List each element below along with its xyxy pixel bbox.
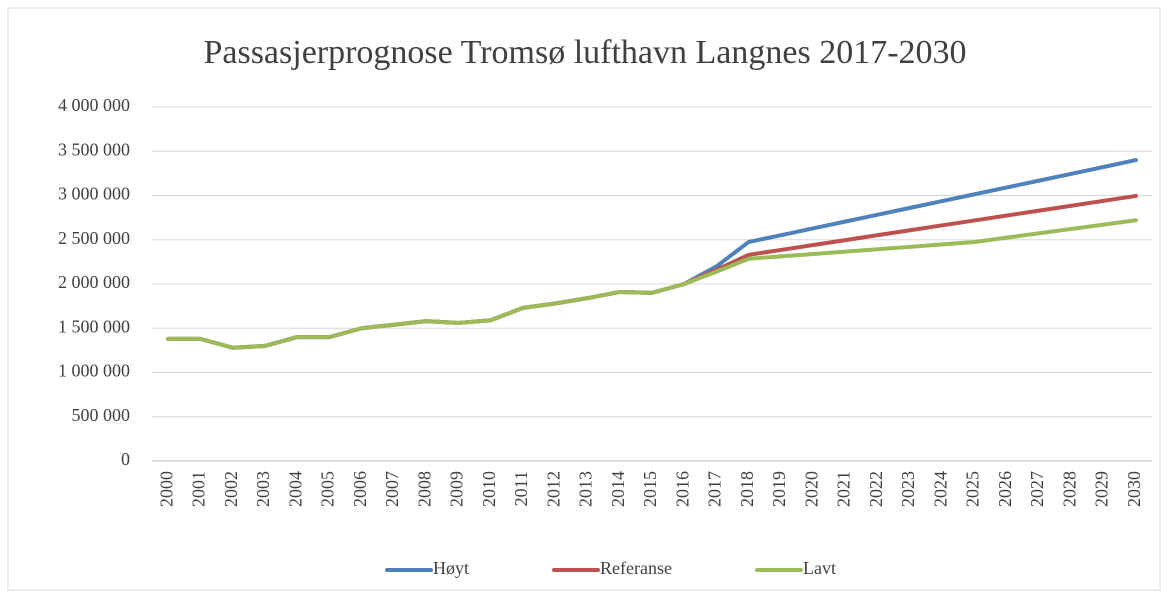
y-tick-label: 3 500 000 [58, 139, 130, 159]
y-tick-label: 4 000 000 [58, 95, 130, 115]
x-tick-label: 2022 [866, 471, 886, 507]
y-tick-label: 3 000 000 [58, 184, 130, 204]
y-tick-label: 500 000 [72, 405, 131, 425]
x-tick-label: 2020 [801, 471, 821, 507]
x-tick-label: 2029 [1092, 471, 1112, 507]
x-tick-label: 2015 [640, 471, 660, 507]
y-tick-label: 2 000 000 [58, 272, 130, 292]
x-tick-label: 2010 [479, 471, 499, 507]
x-tick-label: 2017 [705, 471, 725, 507]
y-tick-label: 1 000 000 [58, 361, 130, 381]
x-tick-label: 2027 [1027, 471, 1047, 507]
x-tick-label: 2002 [221, 471, 241, 507]
x-tick-label: 2006 [350, 471, 370, 507]
x-tick-label: 2012 [543, 471, 563, 507]
x-tick-label: 2001 [189, 471, 209, 507]
chart-title: Passasjerprognose Tromsø lufthavn Langne… [203, 34, 966, 71]
y-tick-label: 0 [121, 449, 130, 469]
legend-label: Referanse [600, 558, 672, 578]
x-tick-label: 2007 [382, 471, 402, 507]
x-tick-label: 2005 [318, 471, 338, 507]
legend-label: Lavt [803, 558, 836, 578]
x-tick-label: 2030 [1124, 471, 1144, 507]
x-tick-label: 2013 [576, 471, 596, 507]
x-tick-label: 2000 [156, 471, 176, 507]
x-tick-label: 2011 [511, 471, 531, 506]
x-tick-label: 2018 [737, 471, 757, 507]
x-tick-label: 2026 [995, 471, 1015, 507]
x-tick-label: 2025 [963, 471, 983, 507]
x-tick-label: 2028 [1059, 471, 1079, 507]
x-tick-label: 2024 [930, 471, 950, 507]
x-tick-label: 2008 [414, 471, 434, 507]
x-tick-label: 2023 [898, 471, 918, 507]
legend-label: Høyt [433, 558, 469, 578]
x-tick-label: 2016 [672, 471, 692, 507]
line-series [166, 218, 1138, 350]
x-tick-label: 2003 [253, 471, 273, 507]
y-tick-label: 1 500 000 [58, 316, 130, 336]
x-tick-label: 2004 [285, 471, 305, 507]
x-tick-label: 2021 [834, 471, 854, 507]
x-tick-label: 2019 [769, 471, 789, 507]
x-tick-label: 2009 [447, 471, 467, 507]
y-tick-label: 2 500 000 [58, 228, 130, 248]
x-tick-label: 2014 [608, 471, 628, 507]
